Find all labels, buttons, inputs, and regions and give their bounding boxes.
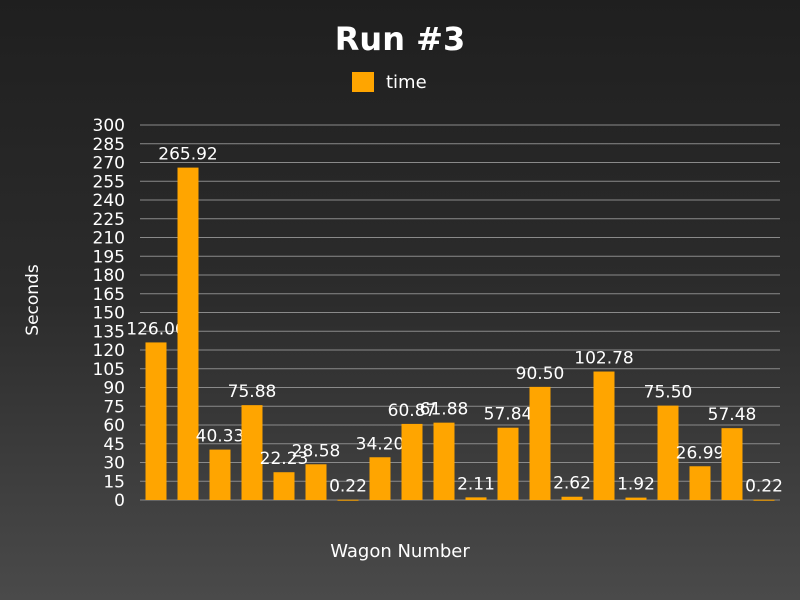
y-tick-label: 60 [103, 416, 125, 436]
bar-value-label: 1.92 [617, 475, 655, 495]
bar-value-label: 90.50 [516, 364, 565, 384]
bar [433, 422, 455, 500]
y-tick-label: 270 [93, 154, 125, 174]
bar [465, 497, 487, 500]
bar-value-label: 265.92 [158, 145, 217, 165]
legend-label-time: time [386, 71, 427, 93]
y-tick-label: 75 [103, 397, 125, 417]
bar-value-label: 60.87 [388, 401, 437, 421]
bar-value-label: 57.48 [708, 405, 757, 425]
bar [177, 167, 199, 500]
bar-value-label: 61.88 [420, 400, 469, 420]
y-tick-label: 195 [93, 247, 125, 267]
bar [369, 457, 391, 500]
bar-value-label: 75.88 [228, 382, 277, 402]
bar [625, 497, 647, 500]
bar [241, 405, 263, 500]
y-tick-label: 210 [93, 229, 125, 249]
bar [273, 472, 295, 500]
bar-value-label: 26.99 [676, 443, 725, 463]
y-tick-label: 300 [93, 116, 125, 136]
bar-value-label: 75.50 [644, 383, 693, 403]
bar [529, 386, 551, 500]
y-tick-label: 180 [93, 266, 125, 286]
y-tick-label: 105 [93, 360, 125, 380]
y-tick-label: 45 [103, 435, 125, 455]
bar [657, 405, 679, 500]
x-axis-label: Wagon Number [330, 541, 470, 562]
bar-value-label: 2.62 [553, 474, 591, 494]
y-tick-label: 120 [93, 341, 125, 361]
bar [689, 466, 711, 500]
bar [209, 449, 231, 500]
bar-value-label: 0.22 [329, 477, 367, 497]
bar [721, 428, 743, 500]
y-tick-label: 285 [93, 135, 125, 155]
y-tick-label: 30 [103, 454, 125, 474]
legend: time [352, 71, 427, 93]
bar [401, 423, 423, 500]
bar [305, 464, 327, 500]
bar-value-label: 34.20 [356, 434, 405, 454]
bar-value-label: 40.33 [196, 427, 245, 447]
bar-value-label: 57.84 [484, 405, 533, 425]
y-tick-label: 255 [93, 172, 125, 192]
bar [561, 496, 583, 500]
y-tick-label: 165 [93, 285, 125, 305]
bar-value-label: 2.11 [457, 474, 495, 494]
bar-value-label: 102.78 [574, 349, 633, 369]
chart-title: Run #3 [334, 20, 466, 58]
bar [497, 427, 519, 500]
y-tick-label: 135 [93, 322, 125, 342]
bar [337, 499, 359, 501]
bar-value-label: 0.22 [745, 477, 783, 497]
bar [753, 499, 775, 501]
bar-value-label: 28.58 [292, 441, 341, 461]
y-tick-label: 240 [93, 191, 125, 211]
y-tick-label: 0 [114, 491, 125, 511]
y-tick-label: 225 [93, 210, 125, 230]
legend-swatch-time [352, 72, 374, 92]
y-tick-label: 15 [103, 472, 125, 492]
bar-value-label: 126.06 [126, 319, 185, 339]
y-tick-label: 150 [93, 304, 125, 324]
y-tick-label: 90 [103, 379, 125, 399]
bar [145, 342, 167, 500]
bar-value-label: 22.23 [260, 449, 309, 469]
bar [593, 371, 615, 500]
